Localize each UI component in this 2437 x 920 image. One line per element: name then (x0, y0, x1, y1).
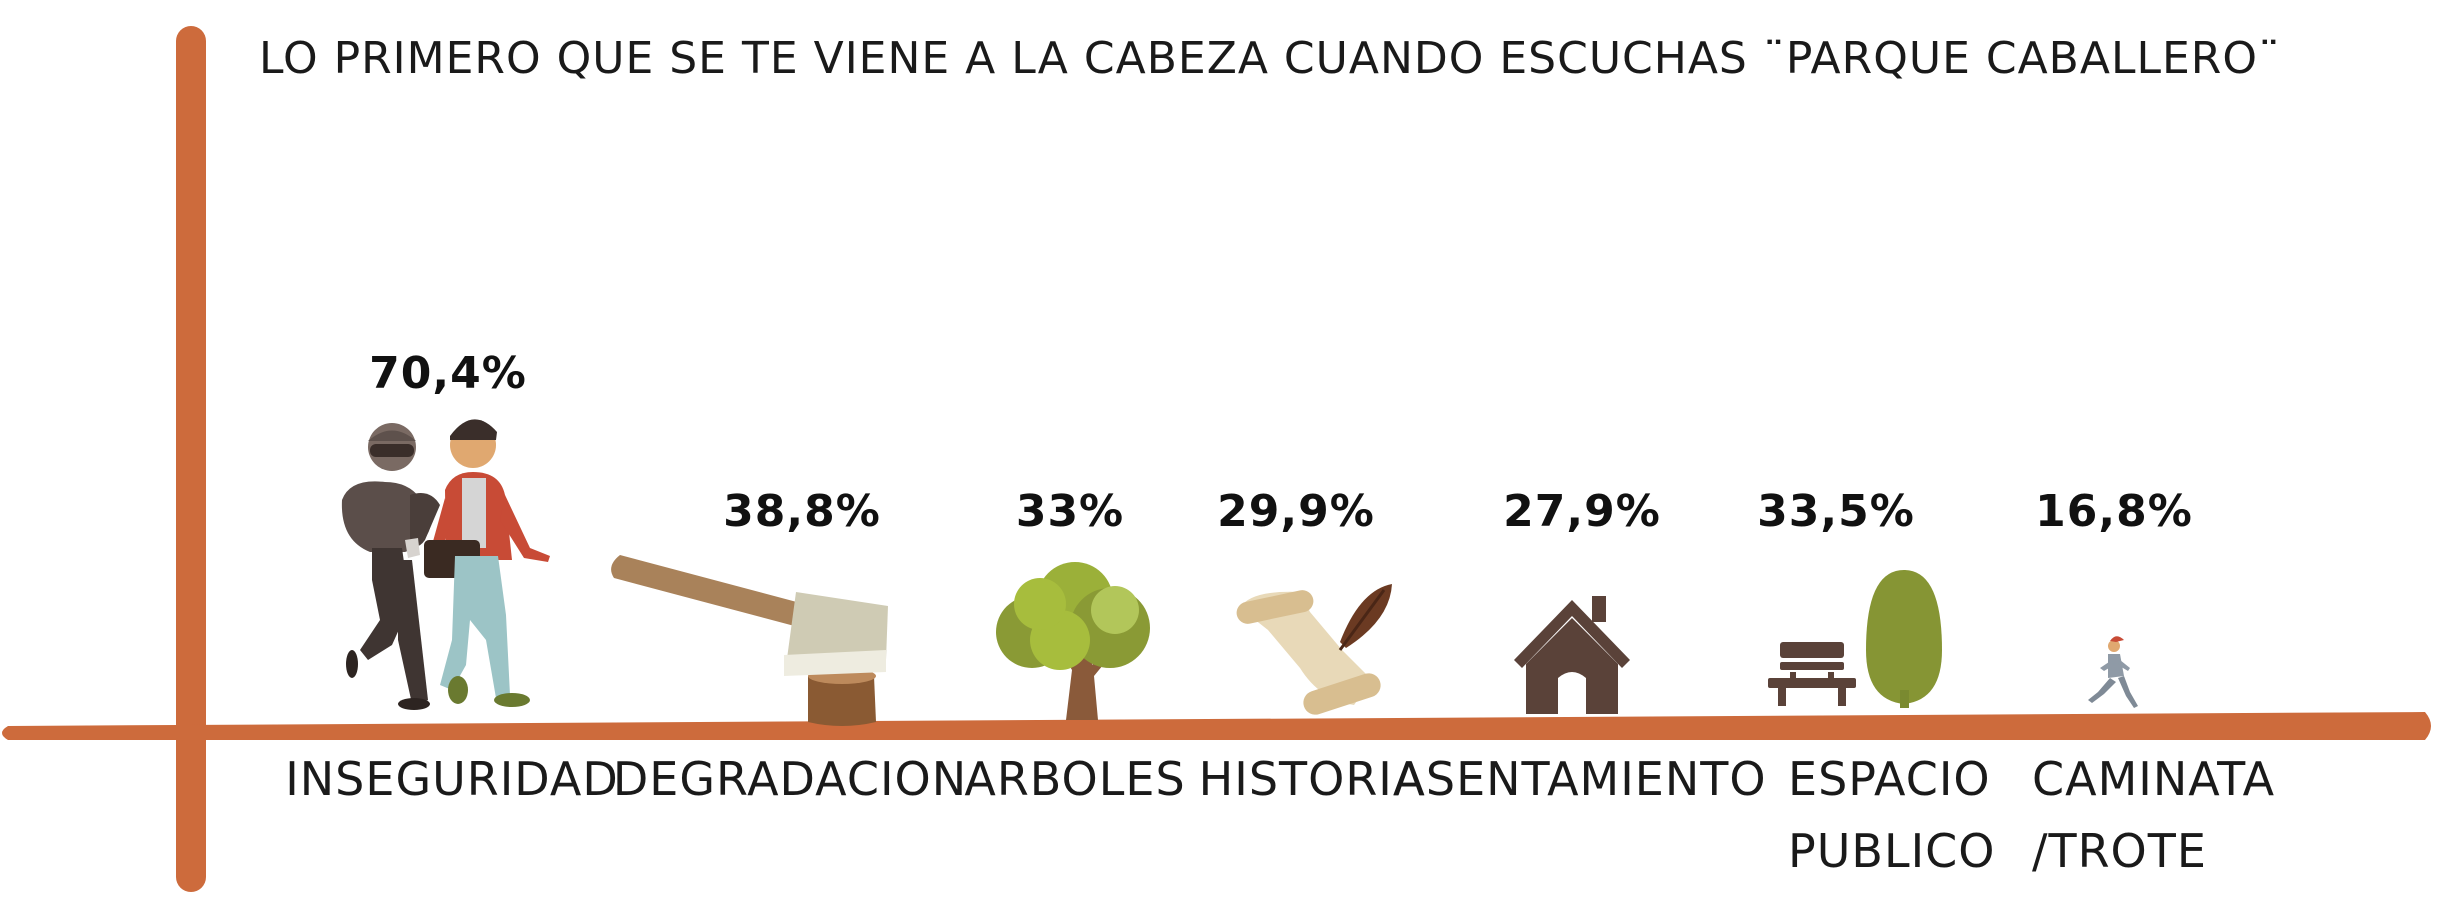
category-label-asentamiento: ASENTAMIENTO (1393, 752, 1766, 806)
runner-icon (2088, 636, 2138, 708)
value-label-historia: 29,9% (1217, 486, 1375, 537)
category-label-line: INSEGURIDAD (285, 752, 619, 806)
icon-layer (341, 419, 2138, 726)
house-icon (1514, 596, 1630, 714)
category-label-line: ARBOLES (964, 752, 1185, 806)
chart-title: LO PRIMERO QUE SE TE VIENE A LA CABEZA C… (259, 33, 2281, 84)
thief-icon (341, 419, 550, 710)
value-label-inseguridad: 70,4% (369, 348, 527, 399)
category-label-line: /TROTE (2032, 824, 2207, 878)
category-label-historia: HISTORIA (1199, 752, 1426, 806)
axe-icon (611, 555, 888, 726)
value-label-layer: 70,4% 38,8% 33% 29,9% 27,9% 33,5% 16,8% (369, 348, 2193, 537)
category-label-degradacion: DEGRADACION (613, 752, 967, 806)
value-label-degradacion: 38,8% (723, 486, 881, 537)
bench-tree-icon (1768, 570, 1942, 708)
value-label-asentamiento: 27,9% (1503, 486, 1661, 537)
x-axis-line (2, 712, 2431, 740)
category-label-caminata-trote: CAMINATA/TROTE (2032, 752, 2275, 878)
value-label-caminata-trote: 16,8% (2035, 486, 2193, 537)
category-label-arboles: ARBOLES (964, 752, 1185, 806)
category-label-line: ASENTAMIENTO (1393, 752, 1766, 806)
category-label-line: DEGRADACION (613, 752, 967, 806)
category-label-line: CAMINATA (2032, 752, 2275, 806)
y-axis-line (176, 26, 206, 892)
category-label-line: HISTORIA (1199, 752, 1426, 806)
category-label-espacio-publico: ESPACIO PUBLICO (1788, 752, 1996, 878)
category-label-line: ESPACIO (1788, 752, 1991, 806)
category-label-inseguridad: INSEGURIDAD (285, 752, 619, 806)
category-label-line: PUBLICO (1788, 824, 1996, 878)
value-label-arboles: 33% (1016, 486, 1124, 537)
tree-icon (996, 562, 1150, 720)
scroll-quill-icon (1236, 584, 1392, 715)
value-label-espacio-publico: 33,5% (1757, 486, 1915, 537)
